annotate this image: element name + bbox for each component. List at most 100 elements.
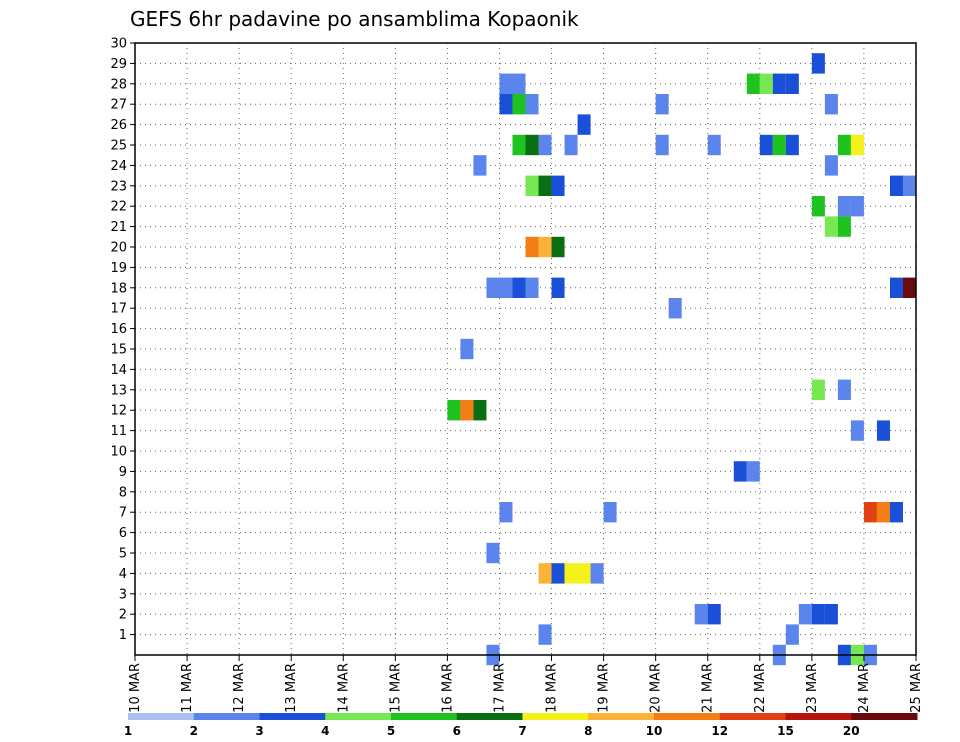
colorbar-swatch — [325, 713, 392, 720]
colorbar-swatch — [391, 713, 458, 720]
data-cell — [538, 624, 552, 645]
x-axis-ticks: 10 MAR 11 MAR 12 MAR 13 MAR 14 MAR 15 MAR 16 M… — [128, 655, 924, 713]
data-cell — [473, 155, 487, 176]
x-tick-label: 20 MAR — [649, 663, 664, 713]
data-cell — [499, 502, 513, 523]
data-cell — [577, 114, 591, 135]
y-tick-label: 9 — [119, 465, 127, 480]
y-tick-label: 16 — [110, 322, 127, 337]
data-cell — [538, 134, 552, 156]
data-cell — [707, 134, 721, 156]
colorbar-label: 1 — [124, 724, 132, 738]
colorbar-label: 8 — [584, 724, 592, 738]
colorbar-label: 4 — [321, 724, 329, 738]
y-tick-label: 3 — [119, 587, 127, 602]
colorbar: 1 2 3 4 5 6 7 8 10 12 15 20 — [124, 713, 918, 738]
y-tick-label: 28 — [110, 77, 127, 92]
data-cell — [590, 563, 604, 584]
data-cell — [902, 277, 916, 298]
data-cell — [837, 134, 851, 156]
colorbar-swatch — [719, 713, 786, 720]
y-tick-label: 23 — [110, 179, 127, 194]
data-cells — [447, 53, 916, 666]
data-cell — [889, 502, 903, 523]
y-tick-label: 22 — [110, 200, 127, 215]
data-cell — [811, 604, 825, 625]
data-cell — [538, 236, 552, 258]
data-cell — [902, 175, 916, 196]
colorbar-swatch — [851, 713, 918, 720]
y-tick-label: 1 — [119, 628, 127, 643]
data-cell — [655, 94, 669, 115]
data-cell — [824, 216, 838, 237]
data-cell — [551, 175, 565, 196]
data-cell — [889, 277, 903, 298]
data-cell — [759, 73, 773, 94]
x-tick-label: 11 MAR — [180, 663, 195, 713]
colorbar-label: 10 — [646, 724, 663, 738]
data-cell — [577, 563, 591, 584]
data-cell — [525, 236, 539, 258]
data-cell — [460, 338, 474, 360]
colorbar-label: 15 — [777, 724, 794, 738]
x-tick-label: 21 MAR — [701, 663, 716, 713]
x-tick-label: 23 MAR — [805, 663, 820, 713]
data-cell — [837, 379, 851, 400]
y-tick-label: 14 — [110, 363, 127, 378]
colorbar-swatch — [785, 713, 852, 720]
data-cell — [837, 216, 851, 237]
colorbar-swatch — [193, 713, 260, 720]
data-cell — [538, 175, 552, 196]
data-cell — [772, 73, 786, 94]
colorbar-swatch — [128, 713, 195, 720]
y-tick-label: 19 — [110, 261, 127, 276]
y-tick-label: 10 — [110, 445, 127, 460]
colorbar-swatch — [456, 713, 523, 720]
data-cell — [694, 604, 708, 625]
y-tick-label: 12 — [110, 404, 127, 419]
data-cell — [759, 134, 773, 156]
y-tick-label: 26 — [110, 118, 127, 133]
data-cell — [850, 420, 864, 441]
grid — [135, 43, 916, 655]
data-cell — [876, 420, 890, 441]
y-axis-ticks: 1234567891011121314151617181920212223242… — [110, 37, 135, 643]
data-cell — [512, 134, 526, 156]
data-cell — [863, 502, 877, 523]
y-tick-label: 24 — [110, 159, 127, 174]
data-cell — [551, 277, 565, 298]
data-cell — [551, 563, 565, 584]
data-cell — [850, 134, 864, 156]
data-cell — [486, 542, 500, 564]
data-cell — [512, 277, 526, 298]
data-cell — [811, 379, 825, 400]
y-tick-label: 13 — [110, 383, 127, 398]
data-cell — [811, 53, 825, 74]
data-cell — [746, 73, 760, 94]
y-tick-label: 7 — [119, 506, 127, 521]
data-cell — [512, 94, 526, 115]
colorbar-label: 20 — [843, 724, 860, 738]
data-cell — [499, 73, 513, 94]
colorbar-swatch — [654, 713, 721, 720]
data-cell — [772, 134, 786, 156]
data-cell — [746, 461, 760, 482]
y-tick-label: 11 — [110, 424, 127, 439]
data-cell — [525, 175, 539, 196]
data-cell — [538, 563, 552, 584]
data-cell — [707, 604, 721, 625]
data-cell — [473, 400, 487, 421]
data-cell — [876, 502, 890, 523]
data-cell — [460, 400, 474, 421]
x-tick-label: 22 MAR — [753, 663, 768, 713]
data-cell — [811, 196, 825, 217]
data-cell — [837, 196, 851, 217]
colorbar-label: 6 — [453, 724, 461, 738]
data-cell — [785, 134, 799, 156]
data-cell — [733, 461, 747, 482]
y-tick-label: 5 — [119, 547, 127, 562]
y-tick-label: 21 — [110, 220, 127, 235]
data-cell — [824, 604, 838, 625]
colorbar-label: 12 — [711, 724, 728, 738]
